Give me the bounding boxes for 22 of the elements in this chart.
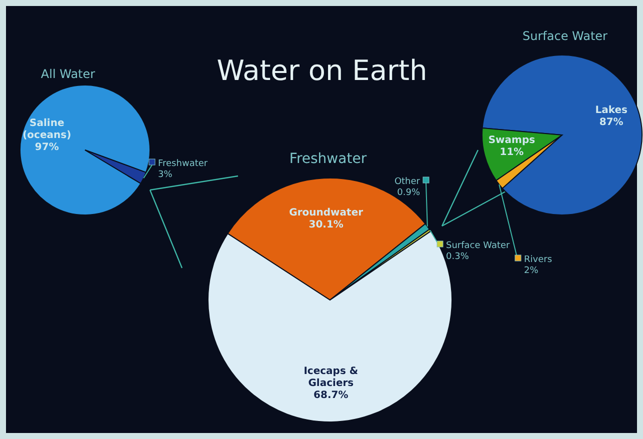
data-label: 2% <box>524 266 539 276</box>
slice-label: Lakes <box>595 105 628 116</box>
chart-title: All Water <box>40 67 96 81</box>
data-label: 30.1% <box>308 219 344 230</box>
text: Water on Earth <box>216 54 428 87</box>
legend-label: Freshwater <box>158 159 208 169</box>
data-label: 68.7% <box>314 390 348 401</box>
slice-label: Icecaps & Glaciers <box>304 366 358 389</box>
chart-title: Surface Water <box>522 29 608 43</box>
data-label: 87% <box>599 117 624 128</box>
legend-label: Surface Water <box>446 241 510 251</box>
slice-label: Saline (oceans) <box>22 118 72 142</box>
slice-label: Swamps <box>488 134 536 146</box>
chart-title: Freshwater <box>289 151 367 167</box>
data-label: 97% <box>34 142 59 154</box>
slice-label: Other <box>394 177 420 187</box>
data-label: 0.9% <box>397 188 420 198</box>
data-label: 0.3% <box>446 252 470 262</box>
legend-label: Rivers <box>524 255 552 265</box>
data-label: 3% <box>158 170 173 180</box>
slice-label: Groundwater <box>289 207 364 218</box>
data-label: 11% <box>500 146 524 158</box>
